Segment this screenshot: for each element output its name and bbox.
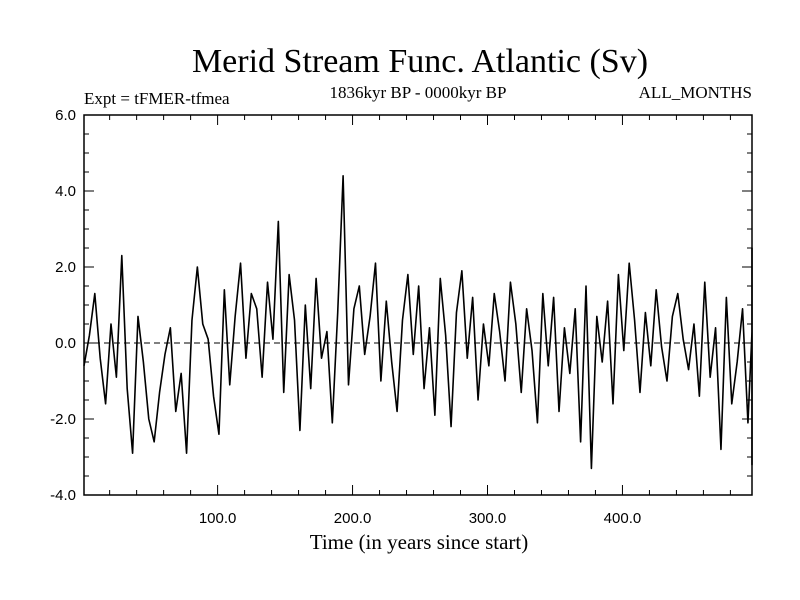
x-axis-label: Time (in years since start) (310, 530, 529, 554)
y-tick-label: 4.0 (55, 183, 76, 200)
y-tick-label: 6.0 (55, 107, 76, 124)
y-tick-label: -4.0 (50, 487, 76, 504)
series-line (83, 175, 753, 470)
y-tick-label: 2.0 (55, 259, 76, 276)
y-tick-label: -2.0 (50, 411, 76, 428)
experiment-label: Expt = tFMER-tfmea (84, 89, 230, 108)
chart-title: Merid Stream Func. Atlantic (Sv) (192, 43, 648, 80)
x-tick-label: 300.0 (469, 510, 507, 527)
chart-subtitle: 1836kyr BP - 0000kyr BP (330, 83, 507, 102)
x-tick-label: 100.0 (199, 510, 237, 527)
months-label: ALL_MONTHS (639, 83, 752, 102)
x-tick-label: 200.0 (334, 510, 372, 527)
x-tick-label: 400.0 (604, 510, 642, 527)
y-tick-label: 0.0 (55, 335, 76, 352)
plot-frame (83, 114, 753, 496)
